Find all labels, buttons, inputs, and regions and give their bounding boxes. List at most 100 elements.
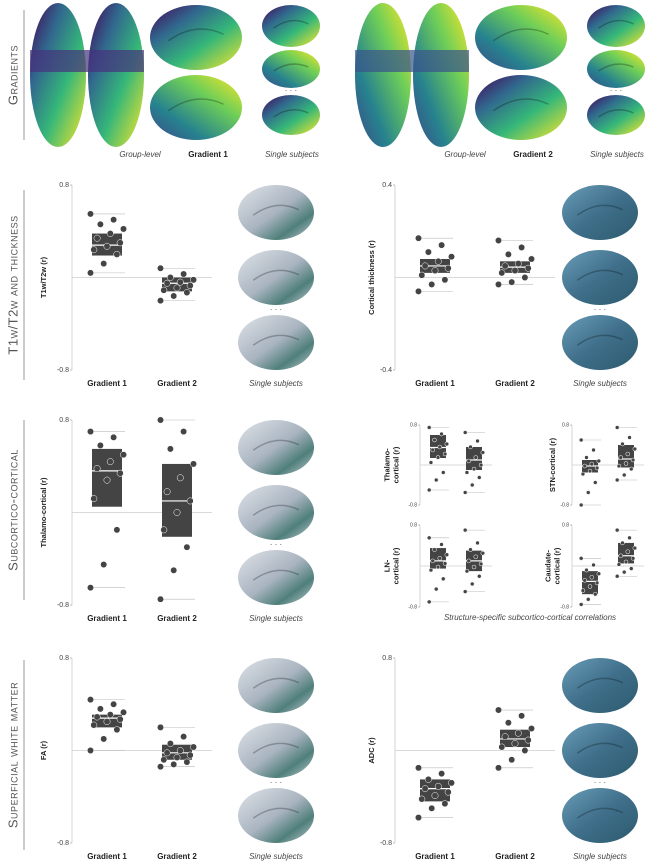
data-point: [90, 721, 98, 729]
brain-sulcus: [598, 63, 634, 72]
data-point: [578, 502, 584, 508]
data-point: [176, 474, 184, 482]
data-point: [433, 586, 439, 592]
data-point: [100, 735, 108, 743]
data-point: [426, 487, 432, 493]
data-point: [580, 588, 586, 593]
data-point: [518, 243, 526, 251]
data-point: [173, 284, 181, 292]
data-point: [442, 451, 448, 457]
data-point: [173, 753, 181, 761]
subcortical-caption: Structure-specific subcortico-cortical c…: [444, 613, 616, 622]
caption: Single subjects: [249, 614, 303, 623]
data-point: [431, 267, 439, 275]
brain-image: [238, 485, 314, 540]
x-tick-label: Gradient 1: [87, 614, 127, 623]
caption: Group-level: [444, 150, 486, 159]
data-point: [173, 509, 181, 516]
data-point: [508, 756, 516, 764]
section-label: T1w/T2w and thickness: [5, 215, 20, 354]
x-tick-label: Gradient 1: [87, 379, 127, 388]
data-point: [190, 276, 197, 284]
data-point: [466, 458, 471, 464]
data-point: [434, 782, 442, 790]
x-tick-label: Gradient 2: [157, 379, 197, 388]
brain-sulcus: [252, 439, 300, 451]
data-point: [157, 416, 164, 424]
data-point: [87, 210, 94, 218]
data-point: [163, 279, 171, 287]
brain-sulcus: [252, 269, 300, 281]
data-point: [596, 458, 602, 464]
x-tick-label: Gradient 1: [87, 852, 127, 861]
data-point: [504, 719, 512, 727]
data-point: [160, 286, 168, 294]
y-tick-label: -0.8: [57, 367, 69, 374]
brain-sulcus: [492, 28, 549, 42]
data-point: [90, 495, 98, 503]
data-point: [428, 460, 434, 465]
data-point: [475, 540, 480, 546]
box: [582, 571, 598, 595]
brain-sulcus: [576, 334, 624, 346]
brain-image: [262, 5, 320, 47]
y-axis-label: T1w/T2w (r): [39, 256, 48, 298]
data-point: [170, 292, 178, 300]
data-point: [116, 239, 124, 247]
y-axis-label: cortical (r): [552, 547, 561, 584]
data-point: [96, 220, 104, 228]
data-point: [580, 471, 586, 477]
data-point: [421, 785, 429, 793]
data-point: [462, 527, 468, 533]
y-tick-label: -0.8: [57, 840, 69, 847]
data-point: [508, 278, 516, 286]
data-point: [439, 542, 444, 547]
brain-image: [238, 250, 314, 305]
data-point: [110, 433, 118, 441]
data-point: [415, 764, 422, 772]
brain-sulcus: [576, 807, 624, 819]
data-point: [120, 225, 127, 233]
y-axis-label: ADC (r): [367, 737, 376, 764]
data-point: [511, 740, 519, 748]
data-point: [511, 267, 519, 275]
caption: Group-level: [119, 150, 161, 159]
data-point: [498, 269, 506, 277]
data-point: [438, 770, 446, 778]
data-point: [594, 580, 600, 586]
brain-image: [238, 723, 314, 778]
data-point: [186, 282, 194, 290]
brain-sulcus: [273, 109, 309, 118]
brain-band: [355, 50, 469, 72]
data-point: [87, 269, 94, 277]
data-point: [176, 278, 184, 286]
data-point: [582, 463, 587, 469]
ellipsis: · · ·: [594, 778, 606, 787]
brain-image: [238, 550, 314, 605]
data-point: [594, 465, 600, 471]
data-point: [621, 472, 627, 478]
data-point: [614, 574, 620, 579]
data-point: [110, 700, 118, 708]
brain-image: [238, 420, 314, 475]
brain-image: [413, 3, 469, 147]
data-point: [462, 589, 468, 594]
x-tick-label: Gradient 1: [415, 379, 455, 388]
y-axis-label: cortical (r): [391, 446, 400, 483]
data-point: [418, 795, 426, 803]
data-point: [96, 705, 104, 713]
data-point: [441, 276, 449, 284]
data-point: [593, 480, 598, 485]
brain-sulcus: [252, 334, 300, 346]
data-point: [439, 431, 444, 437]
brain-sulcus: [252, 677, 300, 689]
data-point: [587, 468, 593, 474]
data-point: [521, 274, 529, 281]
data-point: [113, 726, 121, 734]
y-tick-label: -0.8: [380, 840, 392, 847]
data-point: [591, 447, 596, 453]
y-axis-label: FA (r): [39, 740, 48, 760]
brain-band: [30, 50, 144, 72]
data-point: [157, 723, 164, 731]
data-point: [186, 751, 194, 759]
